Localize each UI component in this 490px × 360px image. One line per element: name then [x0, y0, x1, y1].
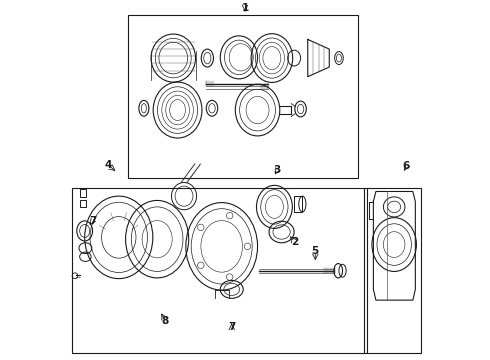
Text: 4: 4: [104, 160, 112, 170]
Bar: [80, 200, 86, 207]
Text: 7: 7: [89, 216, 96, 226]
Text: 1: 1: [242, 3, 248, 13]
Bar: [72, 188, 365, 353]
Text: 6: 6: [403, 161, 410, 171]
Text: 8: 8: [162, 316, 169, 325]
Text: 5: 5: [312, 246, 319, 256]
Bar: [294, 197, 302, 212]
Bar: [80, 189, 87, 197]
Text: 7: 7: [228, 322, 235, 332]
Bar: [128, 15, 358, 178]
Text: 3: 3: [273, 165, 281, 175]
Bar: [367, 188, 421, 353]
Text: 2: 2: [291, 237, 298, 247]
